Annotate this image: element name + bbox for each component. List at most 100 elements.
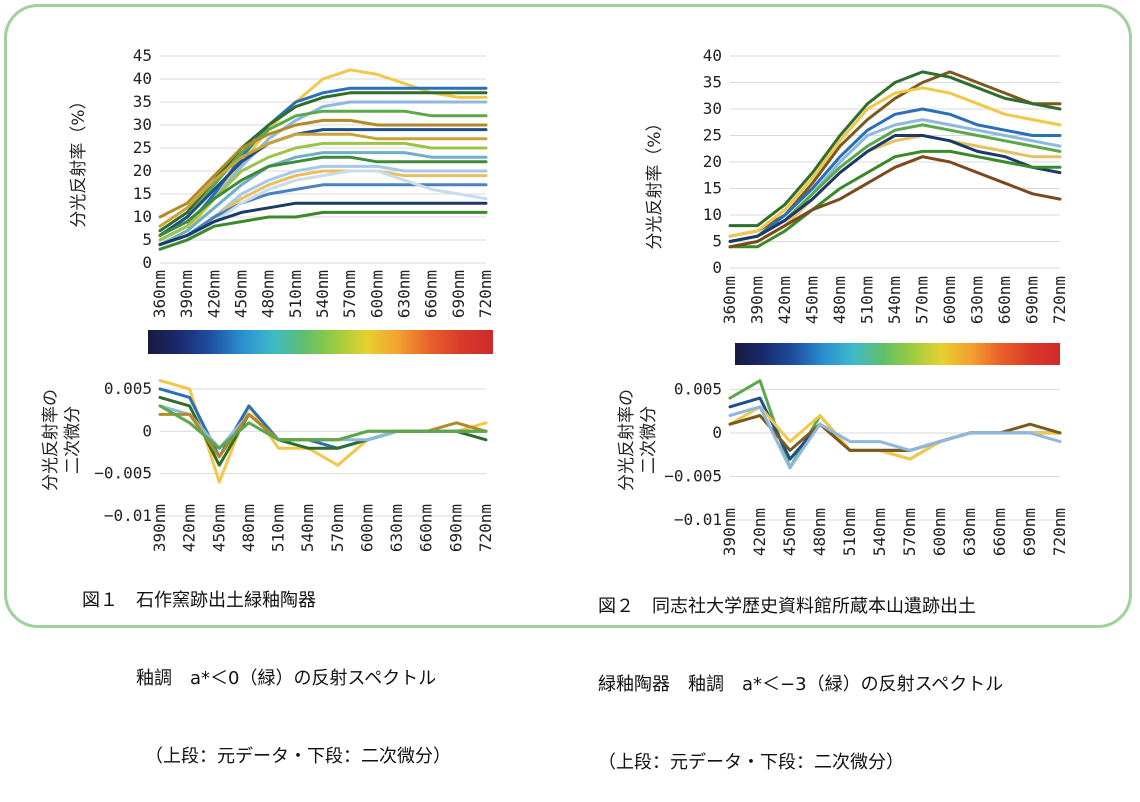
figure2-caption-line: 図２ 同志社大学歴史資料館所蔵本山遺跡出土 — [598, 596, 976, 617]
series-line — [158, 155, 488, 237]
x-tick-label: 660nm — [417, 504, 436, 552]
x-tick-label: 540nm — [298, 504, 317, 552]
x-tick-label: 600nm — [940, 276, 959, 324]
y-tick-label: 15 — [703, 179, 722, 198]
y-axis-title: 分光反射率（%） — [645, 114, 665, 249]
x-tick-label: 420nm — [750, 508, 769, 556]
x-tick-label: 540nm — [885, 276, 904, 324]
y-tick-label: 5 — [142, 230, 152, 249]
y-tick-label: 0.005 — [104, 379, 152, 398]
series-line — [728, 155, 1062, 249]
x-tick-label: 720nm — [476, 504, 495, 552]
x-tick-label: 450nm — [232, 270, 251, 318]
y-tick-label: 0 — [712, 258, 722, 277]
x-tick-label: 630nm — [960, 508, 979, 556]
y-tick-label: 15 — [133, 184, 152, 203]
x-tick-label: 420nm — [180, 504, 199, 552]
x-tick-label: 390nm — [177, 270, 196, 318]
series-line — [158, 132, 488, 228]
y-tick-label: 35 — [703, 73, 722, 92]
series-line — [158, 128, 488, 237]
x-tick-label: 660nm — [990, 508, 1009, 556]
figure2-caption-line: 緑釉陶器 釉調 a*＜−3（緑）の反射スペクトル — [598, 674, 1004, 695]
x-tick-label: 570nm — [340, 270, 359, 318]
series-line — [158, 210, 488, 251]
x-tick-label: 480nm — [239, 504, 258, 552]
x-tick-label: 360nm — [150, 270, 169, 318]
x-tick-label: 390nm — [748, 276, 767, 324]
x-tick-label: 480nm — [830, 276, 849, 324]
figure2-caption: 図２ 同志社大学歴史資料館所蔵本山遺跡出土 緑釉陶器 釉調 a*＜−3（緑）の反… — [598, 542, 1003, 802]
figure1-caption-line: 釉調 a*＜0（緑）の反射スペクトル — [82, 668, 437, 689]
y-axis-title-line: 分光反射率の — [617, 389, 637, 491]
y-tick-label: −0.005 — [664, 466, 722, 485]
y-tick-label: 0 — [712, 423, 722, 442]
y-tick-label: 40 — [133, 69, 152, 88]
figure-canvas: 0 5 10 15 20 25 30 35 40 45 360nm 390nm 420nm 450nm 48… — [41, 46, 1069, 556]
series-line — [728, 134, 1062, 243]
x-tick-label: 480nm — [259, 270, 278, 318]
series-line — [728, 70, 1062, 228]
series-line — [158, 151, 488, 247]
y-tick-label: 0.005 — [674, 379, 722, 398]
x-tick-label: 360nm — [720, 276, 739, 324]
x-tick-label: 660nm — [422, 270, 441, 318]
y-tick-label: 40 — [703, 46, 722, 65]
spectrum-color-bar — [148, 330, 493, 354]
y-tick-label: 20 — [703, 152, 722, 171]
x-tick-label: 540nm — [313, 270, 332, 318]
x-tick-label: 600nm — [930, 508, 949, 556]
x-tick-label: 720nm — [1050, 508, 1069, 556]
y-tick-label: 20 — [133, 161, 152, 180]
x-tick-label: 720nm — [476, 270, 495, 318]
x-tick-label: 540nm — [870, 508, 889, 556]
y-tick-label: 0 — [142, 253, 152, 272]
x-tick-label: 570nm — [328, 504, 347, 552]
y-tick-label: −0.01 — [674, 510, 722, 529]
figure1-caption-line: （上段：元データ・下段：二次微分） — [82, 746, 451, 767]
series-line — [158, 118, 488, 219]
x-tick-label: 420nm — [775, 276, 794, 324]
series-line — [728, 70, 1062, 238]
x-tick-label: 480nm — [810, 508, 829, 556]
x-tick-label: 510nm — [286, 270, 305, 318]
series-line — [158, 109, 488, 237]
y-axis-title-line: 分光反射率の — [41, 389, 61, 491]
y-tick-label: 25 — [703, 126, 722, 145]
x-tick-label: 570nm — [900, 508, 919, 556]
y-tick-label: 10 — [703, 205, 722, 224]
series-line — [728, 149, 1062, 249]
y-tick-label: 35 — [133, 92, 152, 111]
x-tick-label: 450nm — [803, 276, 822, 324]
series-line — [728, 86, 1062, 238]
series-line — [158, 86, 488, 242]
x-tick-label: 450nm — [209, 504, 228, 552]
figure1-caption-line: 図１ 石作窯跡出土緑釉陶器 — [82, 590, 316, 611]
x-tick-label: 720nm — [1050, 276, 1069, 324]
x-tick-label: 570nm — [913, 276, 932, 324]
x-tick-label: 450nm — [780, 508, 799, 556]
series-line — [728, 107, 1062, 243]
figure1-caption: 図１ 石作窯跡出土緑釉陶器 釉調 a*＜0（緑）の反射スペクトル （上段：元デー… — [82, 536, 451, 796]
x-tick-label: 630nm — [387, 504, 406, 552]
x-tick-label: 390nm — [720, 508, 739, 556]
x-tick-label: 690nm — [1023, 276, 1042, 324]
series-line — [158, 201, 488, 247]
x-tick-label: 510nm — [840, 508, 859, 556]
x-tick-label: 690nm — [446, 504, 465, 552]
y-tick-label: −0.01 — [104, 506, 152, 525]
y-tick-label: 30 — [703, 99, 722, 118]
x-tick-label: 600nm — [357, 504, 376, 552]
y-tick-label: 5 — [712, 232, 722, 251]
x-tick-label: 690nm — [449, 270, 468, 318]
x-tick-label: 600nm — [367, 270, 386, 318]
figure-frame — [4, 4, 1132, 628]
y-tick-label: 10 — [133, 207, 152, 226]
y-tick-label: 25 — [133, 138, 152, 157]
series-line — [158, 404, 488, 450]
x-tick-label: 510nm — [858, 276, 877, 324]
x-tick-label: 510nm — [269, 504, 288, 552]
y-axis-title-line: 二次微分 — [639, 406, 659, 474]
series-line — [158, 164, 488, 251]
figure2-caption-line: （上段：元データ・下段：二次微分） — [598, 752, 904, 773]
